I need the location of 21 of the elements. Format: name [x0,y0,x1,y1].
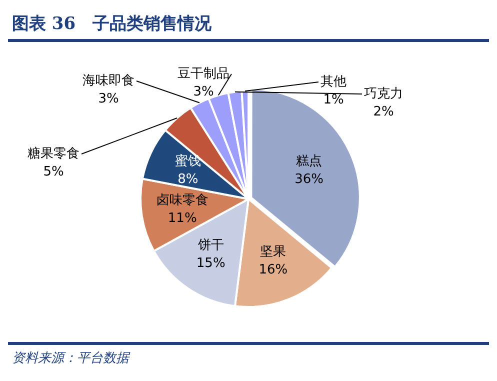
data-label: 11% [168,210,197,226]
data-label: 8% [178,172,198,187]
slice-label: 其他 [320,74,346,90]
data-label: 36% [294,172,324,187]
data-label: 16% [258,262,288,278]
data-label: 3% [193,84,214,100]
slice-label: 糕点 [296,154,322,169]
data-label: 3% [98,91,119,106]
slice-label: 坚果 [260,244,286,260]
slice-label: 豆干制品 [178,66,230,82]
slice-label: 海味即食 [82,73,134,88]
data-label: 1% [323,92,344,108]
text: 资料来源：平台数据 [12,351,129,366]
data-label: 5% [43,164,64,180]
chart-title: 图表 36 子品类销售情况 [8,8,489,42]
data-label: 2% [373,104,394,120]
data-label: 15% [196,256,226,271]
slice-label: 饼干 [196,238,224,253]
slice-label: 巧克力 [364,86,403,102]
slice-label: 糖果零食 [28,146,80,162]
slice-label: 卤味零食 [156,192,208,208]
